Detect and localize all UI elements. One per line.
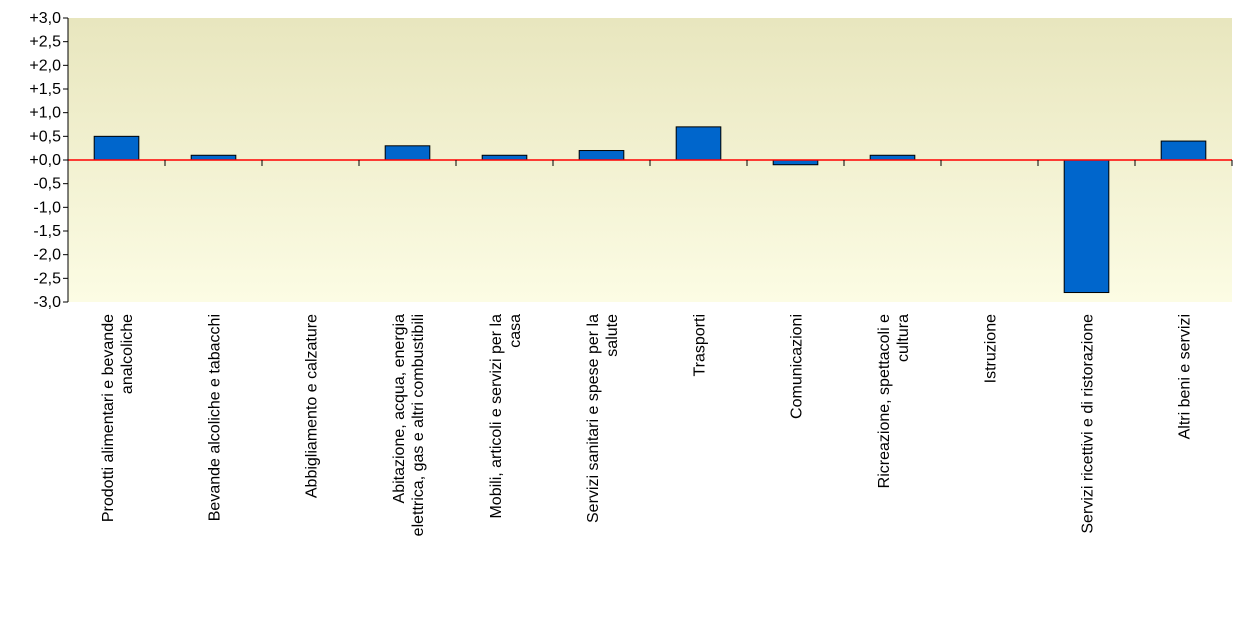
x-category-label-line: elettrica, gas e altri combustibili: [410, 314, 427, 536]
x-category-label-line: analcoliche: [119, 314, 136, 394]
x-category-label: Comunicazioni: [789, 314, 806, 419]
x-category-label-line: Servizi sanitari e spese per la: [585, 314, 602, 523]
x-category-label-line: Mobili, articoli e servizi per la: [488, 314, 505, 519]
x-category-label: Ricreazione, spettacoli e cultura: [876, 314, 912, 488]
bar: [1160, 140, 1207, 161]
x-category-label-line: Ricreazione, spettacoli e: [876, 314, 893, 488]
x-category-label-line: Prodotti alimentari e bevande: [100, 314, 117, 522]
x-category-label-line: casa: [507, 314, 524, 348]
y-tick-label: +3,0: [29, 10, 61, 27]
x-axis-labels: Prodotti alimentari e bevande analcoliche…: [100, 314, 1194, 536]
y-tick-label: -3,0: [33, 294, 61, 311]
y-tick-label: -1,5: [33, 223, 61, 240]
x-category-label: Abitazione, acqua, energia elettrica, gas…: [391, 314, 427, 536]
x-category-label-line: Trasporti: [692, 314, 709, 377]
y-tick-label: +1,0: [29, 105, 61, 122]
x-category-label: Mobili, articoli e servizi per la casa: [488, 314, 524, 519]
y-tick-label: -2,0: [33, 247, 61, 264]
y-tick-label: +0,0: [29, 152, 61, 169]
y-tick-label: +1,5: [29, 81, 61, 98]
y-tick-label: +2,0: [29, 57, 61, 74]
bar: [384, 145, 431, 161]
x-category-label: Bevande alcoliche e tabacchi: [207, 314, 224, 521]
x-category-label: Trasporti: [692, 314, 709, 377]
bars-group: [93, 126, 1207, 294]
x-category-label: Servizi sanitari e spese per la salute: [585, 314, 621, 523]
y-tick-label: -1,0: [33, 199, 61, 216]
x-category-label-line: Altri beni e servizi: [1177, 314, 1194, 439]
bar: [675, 126, 722, 161]
y-tick-label: +0,5: [29, 128, 61, 145]
bar: [1063, 159, 1110, 294]
x-category-label-line: Abitazione, acqua, energia: [391, 314, 408, 504]
x-category-label: Prodotti alimentari e bevande analcoliche: [100, 314, 136, 522]
x-category-label-line: Abbigliamento e calzature: [304, 314, 321, 498]
x-category-label-line: Servizi ricettivi e di ristorazione: [1080, 314, 1097, 534]
y-tick-label: +2,5: [29, 34, 61, 51]
y-tick-label: -0,5: [33, 176, 61, 193]
bar: [578, 150, 625, 161]
x-category-label-line: cultura: [895, 314, 912, 362]
x-category-label: Istruzione: [983, 314, 1000, 383]
x-category-label-line: Istruzione: [983, 314, 1000, 383]
bar: [93, 135, 140, 161]
x-category-label: Abbigliamento e calzature: [304, 314, 321, 498]
x-axis-ticks: [67, 160, 1233, 166]
y-axis-ticks: +3,0 +2,5 +2,0 +1,5 +1,0 +0,5 +0,0 -0,5 -1,0 -1,5…: [29, 10, 68, 311]
x-category-label: Altri beni e servizi: [1177, 314, 1194, 439]
x-category-label-line: Comunicazioni: [789, 314, 806, 419]
x-category-label-line: Bevande alcoliche e tabacchi: [207, 314, 224, 521]
x-category-label: Servizi ricettivi e di ristorazione: [1080, 314, 1097, 534]
y-tick-label: -2,5: [33, 270, 61, 287]
x-category-label-line: salute: [604, 314, 621, 357]
